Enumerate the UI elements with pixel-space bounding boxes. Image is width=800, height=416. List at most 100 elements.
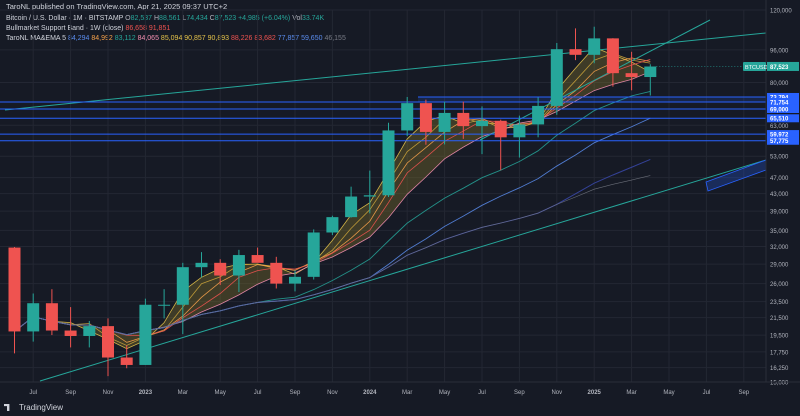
ma-line-2 <box>14 53 651 346</box>
y-tick-label-6: 43,000 <box>770 192 789 198</box>
x-tick-label-3: 2023 <box>139 390 153 396</box>
level-label-bg-4 <box>767 114 799 123</box>
x-tick-label-18: Jul <box>703 390 711 396</box>
candle-body-10 <box>176 267 189 305</box>
candle-body-15 <box>270 262 283 284</box>
ohlc-value-o: 82,537 <box>130 15 154 22</box>
indicator-legend-2[interactable]: TaroNL MA&EMA 5 84,294 84,992 83,112 84,… <box>6 34 346 43</box>
y-tick-label-8: 35,000 <box>770 229 789 235</box>
tradingview-logo-icon <box>4 404 10 411</box>
last-price-tag-bg <box>767 61 799 71</box>
y-tick-label-13: 21,500 <box>770 316 789 322</box>
candle-body-27 <box>494 120 507 138</box>
indicator2-value-5: 85,094 <box>160 35 185 42</box>
candle-body-23 <box>419 103 432 132</box>
level-label-bg-1 <box>767 92 799 101</box>
y-tick-label-15: 17,750 <box>770 350 789 356</box>
indicator2-value-1: 84,294 <box>68 35 92 42</box>
indicator2-value-9: 83,682 <box>254 35 278 42</box>
candle-body-30 <box>550 49 563 106</box>
x-tick-label-9: 2024 <box>363 390 377 396</box>
candle-body-33 <box>606 38 619 74</box>
y-tick-label-10: 29,000 <box>770 263 789 269</box>
indicator1-value-2: 91,851 <box>148 25 171 32</box>
x-tick-label-15: 2025 <box>588 390 602 396</box>
level-label-3: 69,000 <box>770 107 789 113</box>
y-tick-label-5: 47,000 <box>770 176 789 182</box>
y-tick-label-1: 96,000 <box>770 48 789 54</box>
ohlc-values: O82,537 H88,561 L74,434 C87,523 <box>125 15 238 22</box>
y-tick-label-17: 15,000 <box>770 381 789 387</box>
volume-label: Vol <box>292 15 302 22</box>
ohlc-value-h: 88,561 <box>159 15 183 22</box>
x-tick-label-0: Jul <box>29 390 37 396</box>
candle-body-29 <box>532 105 545 125</box>
candle-body-25 <box>457 112 470 127</box>
candle-body-17 <box>307 232 320 277</box>
y-tick-label-2: 80,000 <box>770 81 789 87</box>
level-label-bg-6 <box>767 136 799 145</box>
indicator2-value-4: 84,065 <box>137 35 161 42</box>
x-tick-label-5: May <box>215 390 226 396</box>
indicator2-value-3: 83,112 <box>114 35 138 42</box>
ohlc-key-o: O <box>125 15 131 22</box>
x-tick-label-14: Nov <box>551 390 562 396</box>
published-caption: TaroNL published on TradingView.com, Apr… <box>6 2 228 11</box>
ohlc-key-c: C <box>209 15 215 22</box>
indicator1-name: Bullmarket Support Band · 1W (close) <box>6 25 124 32</box>
slow-ma-line-4 <box>14 175 651 335</box>
indicator-legend-1[interactable]: Bullmarket Support Band · 1W (close) 86,… <box>6 24 170 33</box>
lower-support-trendline <box>39 159 767 382</box>
candle-body-24 <box>438 112 451 132</box>
x-tick-label-6: Jul <box>254 390 262 396</box>
x-tick-label-4: Mar <box>178 390 188 396</box>
x-tick-label-8: Nov <box>327 390 338 396</box>
level-label-2: 71,754 <box>770 100 789 106</box>
ohlc-key-h: H <box>153 15 160 22</box>
indicator2-value-7: 90,893 <box>207 35 231 42</box>
x-tick-label-7: Sep <box>290 390 301 396</box>
indicator1-value-1: 86,658 <box>125 25 147 32</box>
candle-body-35 <box>644 66 657 78</box>
level-label-4: 65,510 <box>770 117 789 123</box>
change-value: +4,985 (+6.04%) <box>238 15 291 22</box>
y-tick-label-4: 53,000 <box>770 155 789 161</box>
candle-body-3 <box>45 303 58 331</box>
y-tick-label-0: 120,000 <box>770 9 792 15</box>
level-label-6: 57,775 <box>770 139 789 145</box>
x-tick-label-16: Mar <box>626 390 636 396</box>
candle-body-16 <box>289 276 301 284</box>
level-label-5: 59,972 <box>770 132 789 138</box>
candle-body-19 <box>345 196 358 218</box>
candle-body-28 <box>513 124 526 138</box>
candle-body-9 <box>158 304 171 306</box>
candle-body-14 <box>251 255 264 263</box>
indicator2-value-10: 77,857 <box>277 35 302 42</box>
level-label-bg-5 <box>767 130 799 139</box>
indicator2-value-6: 90,857 <box>184 35 208 42</box>
ma-line-1 <box>14 46 651 350</box>
steep-trendline <box>479 19 711 141</box>
candle-body-5 <box>83 326 96 336</box>
y-tick-label-9: 32,000 <box>770 245 789 251</box>
y-tick-label-14: 19,500 <box>770 334 789 340</box>
ma-ribbon-fill <box>14 47 651 349</box>
candle-body-31 <box>569 49 582 55</box>
indicator2-value-12: 46,155 <box>324 35 346 42</box>
level-zone <box>418 96 766 102</box>
x-tick-label-1: Sep <box>65 390 76 396</box>
tradingview-brand[interactable]: TradingView <box>4 403 63 412</box>
y-tick-label-3: 63,000 <box>770 124 789 130</box>
x-tick-label-12: Jul <box>478 390 486 396</box>
indicator2-values: 84,294 84,992 83,112 84,065 85,094 90,85… <box>68 35 346 42</box>
candle-body-26 <box>476 120 488 127</box>
x-tick-label-10: Mar <box>402 390 412 396</box>
indicator2-value-8: 88,226 <box>231 35 255 42</box>
y-tick-label-12: 23,500 <box>770 300 789 306</box>
level-label-bg-3 <box>767 104 799 113</box>
upper-channel-trendline <box>4 32 767 111</box>
candle-body-21 <box>382 130 395 196</box>
candle-body-4 <box>64 330 77 336</box>
x-tick-label-11: May <box>439 390 450 396</box>
